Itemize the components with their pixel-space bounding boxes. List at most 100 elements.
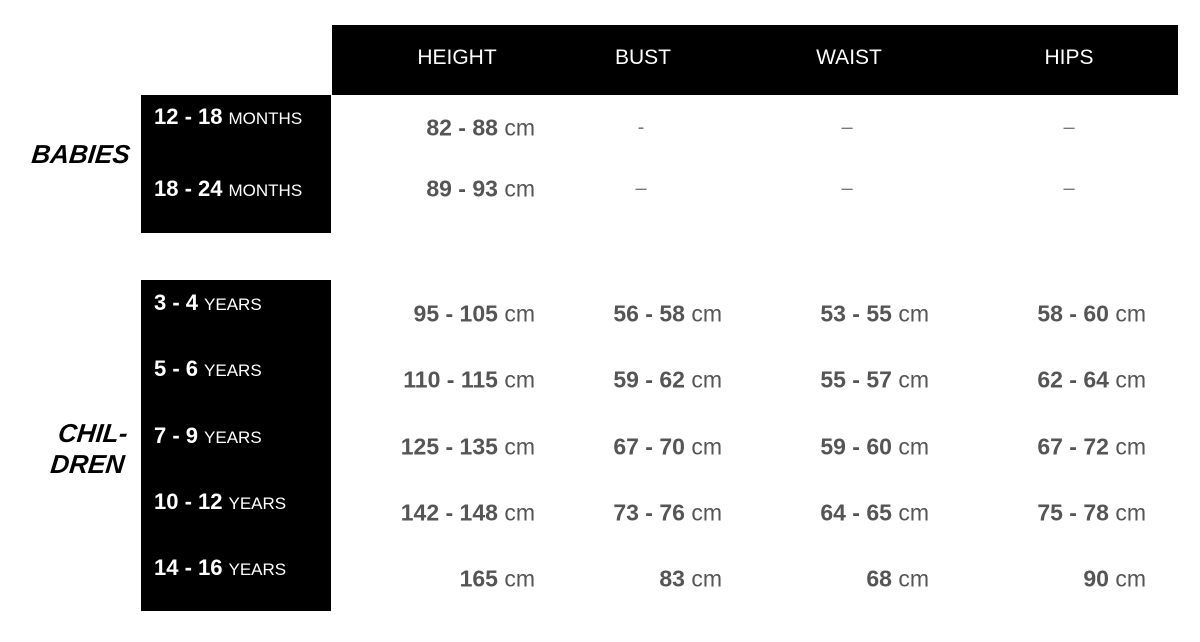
measure-range: 90 xyxy=(1083,565,1109,592)
measure-unit: cm xyxy=(504,300,535,327)
age-range: 12 - 18 xyxy=(154,104,223,129)
measure-range: 73 - 76 xyxy=(613,499,685,526)
header-waist: WAIST xyxy=(816,46,882,69)
measure-range: 89 - 93 xyxy=(426,175,498,202)
measure-unit: cm xyxy=(504,366,535,393)
age-unit: YEARS xyxy=(204,361,262,380)
measure-unit: cm xyxy=(898,565,929,592)
bust-value: 59 - 62 cm xyxy=(613,367,722,394)
hips-value: – xyxy=(1063,116,1075,139)
age-range: 14 - 16 xyxy=(154,555,223,580)
measure-unit: cm xyxy=(1115,366,1146,393)
measure-unit: cm xyxy=(504,433,535,460)
measure-range: 142 - 148 xyxy=(400,499,498,526)
measure-unit: cm xyxy=(691,433,722,460)
header-bust: BUST xyxy=(614,46,672,69)
waist-value: 55 - 57 cm xyxy=(820,367,929,394)
measure-unit: cm xyxy=(898,300,929,327)
measure-range: 75 - 78 xyxy=(1037,499,1109,526)
waist-value: – xyxy=(841,116,853,139)
age-range: 10 - 12 xyxy=(154,489,223,514)
measure-range: 58 - 60 xyxy=(1037,300,1109,327)
measure-range: 82 - 88 xyxy=(426,114,498,141)
height-value: 89 - 93 cm xyxy=(426,176,535,203)
children-age-block: 3 - 4 YEARS 5 - 6 YEARS 7 - 9 YEARS 10 - 12 YEA… xyxy=(141,280,331,611)
age-unit: YEARS xyxy=(228,494,287,513)
bust-value: 56 - 58 cm xyxy=(613,301,722,328)
height-value: 125 - 135 cm xyxy=(401,434,535,461)
measure-range: 59 - 62 xyxy=(613,366,685,393)
measure-unit: cm xyxy=(898,366,929,393)
age-label: 7 - 9 YEARS xyxy=(154,423,262,449)
column-header-bar: HEIGHT BUST WAIST HIPS xyxy=(332,25,1178,95)
measure-range: 67 - 72 xyxy=(1037,433,1109,460)
age-range: 7 - 9 xyxy=(154,423,199,448)
hips-value: 75 - 78 cm xyxy=(1037,500,1146,527)
age-label: 14 - 16 YEARS xyxy=(154,555,286,581)
measure-range: 68 xyxy=(866,565,892,592)
age-label: 10 - 12 YEARS xyxy=(154,489,286,515)
header-height: HEIGHT xyxy=(417,46,497,69)
height-value: 95 - 105 cm xyxy=(414,301,535,328)
measure-range: 56 - 58 xyxy=(613,300,685,327)
age-unit: YEARS xyxy=(228,560,287,579)
group-title-babies: BABIES xyxy=(30,139,132,169)
measure-unit: cm xyxy=(504,114,535,141)
height-value: 142 - 148 cm xyxy=(401,500,535,527)
age-label: 3 - 4 YEARS xyxy=(154,290,262,316)
measure-unit: cm xyxy=(691,565,722,592)
age-label: 18 - 24 MONTHS xyxy=(154,176,302,202)
measure-unit: cm xyxy=(691,300,722,327)
age-unit: YEARS xyxy=(204,295,262,314)
height-value: 82 - 88 cm xyxy=(426,115,535,142)
measure-unit: cm xyxy=(898,499,929,526)
header-hips: HIPS xyxy=(1044,46,1094,69)
age-range: 18 - 24 xyxy=(154,176,223,201)
age-unit: MONTHS xyxy=(228,181,303,200)
measure-range: 67 - 70 xyxy=(613,433,685,460)
waist-value: – xyxy=(841,177,853,200)
measure-range: 53 - 55 xyxy=(820,300,892,327)
measure-unit: cm xyxy=(504,565,535,592)
measure-unit: cm xyxy=(1115,565,1146,592)
age-range: 5 - 6 xyxy=(154,356,199,381)
waist-value: 53 - 55 cm xyxy=(820,301,929,328)
age-unit: MONTHS xyxy=(228,109,303,128)
measure-unit: cm xyxy=(1115,300,1146,327)
hips-value: 62 - 64 cm xyxy=(1037,367,1146,394)
bust-value: 83 cm xyxy=(659,566,722,593)
bust-value: – xyxy=(635,177,647,200)
height-value: 165 cm xyxy=(460,566,535,593)
waist-value: 64 - 65 cm xyxy=(820,500,929,527)
group-title-children-line2: DREN xyxy=(49,449,126,479)
waist-value: 68 cm xyxy=(866,566,929,593)
measure-range: 64 - 65 xyxy=(820,499,892,526)
bust-value: 67 - 70 cm xyxy=(613,434,722,461)
hips-value: 58 - 60 cm xyxy=(1037,301,1146,328)
age-unit: YEARS xyxy=(204,428,262,447)
measure-range: 83 xyxy=(659,565,685,592)
group-title-children: CHIL- DREN xyxy=(7,418,130,480)
waist-value: 59 - 60 cm xyxy=(820,434,929,461)
measure-unit: cm xyxy=(691,499,722,526)
height-value: 110 - 115 cm xyxy=(403,367,535,394)
hips-value: 90 cm xyxy=(1083,566,1146,593)
measure-unit: cm xyxy=(691,366,722,393)
measure-unit: cm xyxy=(1115,433,1146,460)
measure-range: 95 - 105 xyxy=(413,300,498,327)
hips-value: – xyxy=(1063,177,1075,200)
measure-unit: cm xyxy=(898,433,929,460)
hips-value: 67 - 72 cm xyxy=(1037,434,1146,461)
measure-unit: cm xyxy=(504,499,535,526)
age-label: 5 - 6 YEARS xyxy=(154,356,262,382)
measure-range: 62 - 64 xyxy=(1037,366,1109,393)
measure-unit: cm xyxy=(504,175,535,202)
measure-range: 165 xyxy=(459,565,498,592)
measure-range: 125 - 135 xyxy=(400,433,498,460)
bust-value: 73 - 76 cm xyxy=(613,500,722,527)
age-label: 12 - 18 MONTHS xyxy=(154,104,302,130)
measure-unit: cm xyxy=(1115,499,1146,526)
measure-range: 110 - 115 xyxy=(403,366,498,393)
babies-age-block: 12 - 18 MONTHS 18 - 24 MONTHS xyxy=(141,95,331,233)
age-range: 3 - 4 xyxy=(154,290,199,315)
